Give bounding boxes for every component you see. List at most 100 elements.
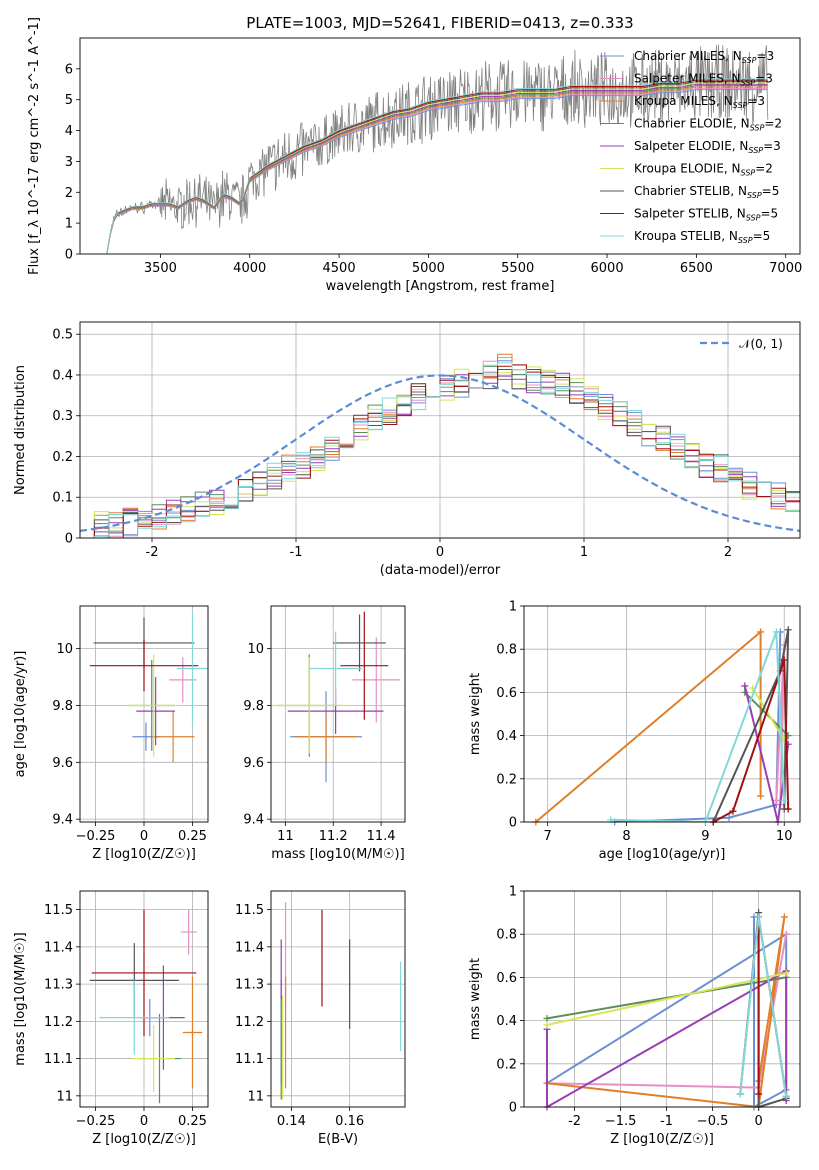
- mass-weight-marker: [780, 913, 788, 921]
- y-tick-label: 5: [65, 93, 73, 108]
- x-tick-label: -1: [660, 1114, 673, 1129]
- model-line: [106, 78, 768, 254]
- y-tick-label: 0.4: [52, 368, 73, 383]
- y-axis-label: mass [log10(M/M☉)]: [13, 932, 28, 1065]
- y-tick-label: 0.1: [52, 491, 73, 506]
- mass-weight-marker: [757, 628, 765, 636]
- mass-weight-marker: [755, 1090, 763, 1098]
- legend-label: Salpeter STELIB, NSSP=5: [634, 207, 778, 223]
- figure-title: PLATE=1003, MJD=52641, FIBERID=0413, z=0…: [246, 14, 633, 32]
- mass-weight-marker: [741, 682, 749, 690]
- y-tick-label: 11.1: [235, 1052, 264, 1067]
- y-tick-label: 0.2: [496, 1057, 517, 1072]
- axes-frame: [79, 890, 209, 1108]
- x-tick-label: −0.5: [697, 1114, 729, 1129]
- y-axis-label: mass weight: [468, 958, 483, 1040]
- mass-weight-marker: [725, 814, 733, 822]
- x-tick-label: 8: [622, 829, 630, 844]
- y-tick-label: 0.8: [496, 928, 517, 943]
- y-tick-label: 11.5: [44, 903, 73, 918]
- legend-label: Salpeter ELODIE, NSSP=3: [634, 139, 781, 155]
- y-tick-label: 11.3: [235, 978, 264, 993]
- x-tick-label: 5500: [501, 261, 534, 276]
- mass-weight-line: [546, 969, 788, 1107]
- axes-frame: [523, 605, 801, 823]
- x-tick-label: -2: [568, 1114, 581, 1129]
- y-tick-label: 0: [65, 248, 73, 263]
- mass-weight-marker: [772, 628, 780, 636]
- residual-histogram: [80, 366, 800, 538]
- x-tick-label: −1.5: [605, 1114, 637, 1129]
- y-axis-label: age [log10(age/yr)]: [13, 651, 28, 778]
- y-tick-label: 0.5: [52, 328, 73, 343]
- y-tick-label: 9.6: [52, 756, 73, 771]
- x-tick-label: 7: [544, 829, 552, 844]
- mass-weight-line: [614, 631, 782, 822]
- x-axis-label: age [log10(age/yr)]: [599, 847, 726, 862]
- x-tick-label: 0: [436, 545, 444, 560]
- mass-weight-marker: [543, 1014, 551, 1022]
- x-tick-label: 5000: [412, 261, 445, 276]
- y-tick-label: 11.2: [44, 1015, 73, 1030]
- axes-frame: [79, 37, 801, 255]
- mass-weight-line: [712, 659, 790, 822]
- mass-weight-marker: [784, 805, 792, 813]
- legend-label: Kroupa MILES, NSSP=3: [634, 94, 765, 110]
- y-tick-label: 6: [65, 62, 73, 77]
- y-tick-label: 3: [65, 155, 73, 170]
- y-tick-label: 1: [65, 217, 73, 232]
- y-tick-label: 0: [509, 1101, 517, 1116]
- x-tick-label: 0: [140, 829, 148, 844]
- x-axis-label: Z [log10(Z/Z☉)]: [92, 1132, 196, 1147]
- y-tick-label: 11.4: [235, 940, 264, 955]
- mass-weight-marker: [729, 807, 737, 815]
- y-tick-label: 11.2: [235, 1015, 264, 1030]
- mass-weight-marker: [782, 930, 790, 938]
- y-tick-label: 0.8: [496, 643, 517, 658]
- x-tick-label: -1: [290, 545, 303, 560]
- x-axis-label: wavelength [Angstrom, rest frame]: [326, 279, 555, 294]
- mass-weight-marker: [784, 626, 792, 634]
- observed-spectrum-line: [106, 44, 769, 254]
- legend-label: Kroupa ELODIE, NSSP=2: [634, 162, 773, 178]
- mass-weight-marker: [782, 969, 790, 977]
- mass-weight-marker: [780, 656, 788, 664]
- mass-weight-marker: [736, 1090, 744, 1098]
- y-tick-label: 11: [56, 1089, 73, 1104]
- y-tick-label: 11.1: [44, 1052, 73, 1067]
- mass-weight-marker: [780, 796, 788, 804]
- x-tick-label: 7000: [769, 261, 802, 276]
- x-tick-label: 0.25: [178, 1114, 207, 1129]
- y-tick-label: 2: [65, 186, 73, 201]
- y-tick-label: 10: [247, 642, 264, 657]
- age_vs_Z-axes: [76, 606, 208, 826]
- x-tick-label: -2: [146, 545, 159, 560]
- y-tick-label: 9.8: [52, 699, 73, 714]
- residuals-axes: [76, 322, 800, 542]
- x-tick-label: −0.25: [76, 1114, 116, 1129]
- mass-weight-line: [546, 976, 787, 1020]
- x-axis-label: E(B-V): [318, 1132, 358, 1147]
- y-tick-label: 1: [509, 885, 517, 900]
- x-axis-label: (data-model)/error: [380, 563, 501, 578]
- x-tick-label: 0.14: [277, 1114, 306, 1129]
- y-tick-label: 9.6: [243, 756, 264, 771]
- legend-label: Chabrier MILES, NSSP=3: [634, 49, 774, 65]
- x-tick-label: 6000: [591, 261, 624, 276]
- x-tick-label: 2: [724, 545, 732, 560]
- y-tick-label: 0: [509, 816, 517, 831]
- y-tick-label: 11.4: [44, 940, 73, 955]
- x-tick-label: 3500: [144, 261, 177, 276]
- residual-histogram: [80, 362, 800, 538]
- y-tick-label: 0.6: [496, 971, 517, 986]
- x-axis-label: Z [log10(Z/Z☉)]: [610, 1132, 714, 1147]
- y-tick-label: 11.3: [44, 978, 73, 993]
- y-tick-label: 0.6: [496, 686, 517, 701]
- x-tick-label: 9: [701, 829, 709, 844]
- x-tick-label: 11.4: [367, 829, 396, 844]
- x-tick-label: −0.25: [76, 829, 116, 844]
- mass-weight-line: [546, 972, 787, 1026]
- axes-frame: [270, 890, 406, 1108]
- x-tick-label: 0.25: [178, 829, 207, 844]
- y-tick-label: 9.4: [52, 813, 73, 828]
